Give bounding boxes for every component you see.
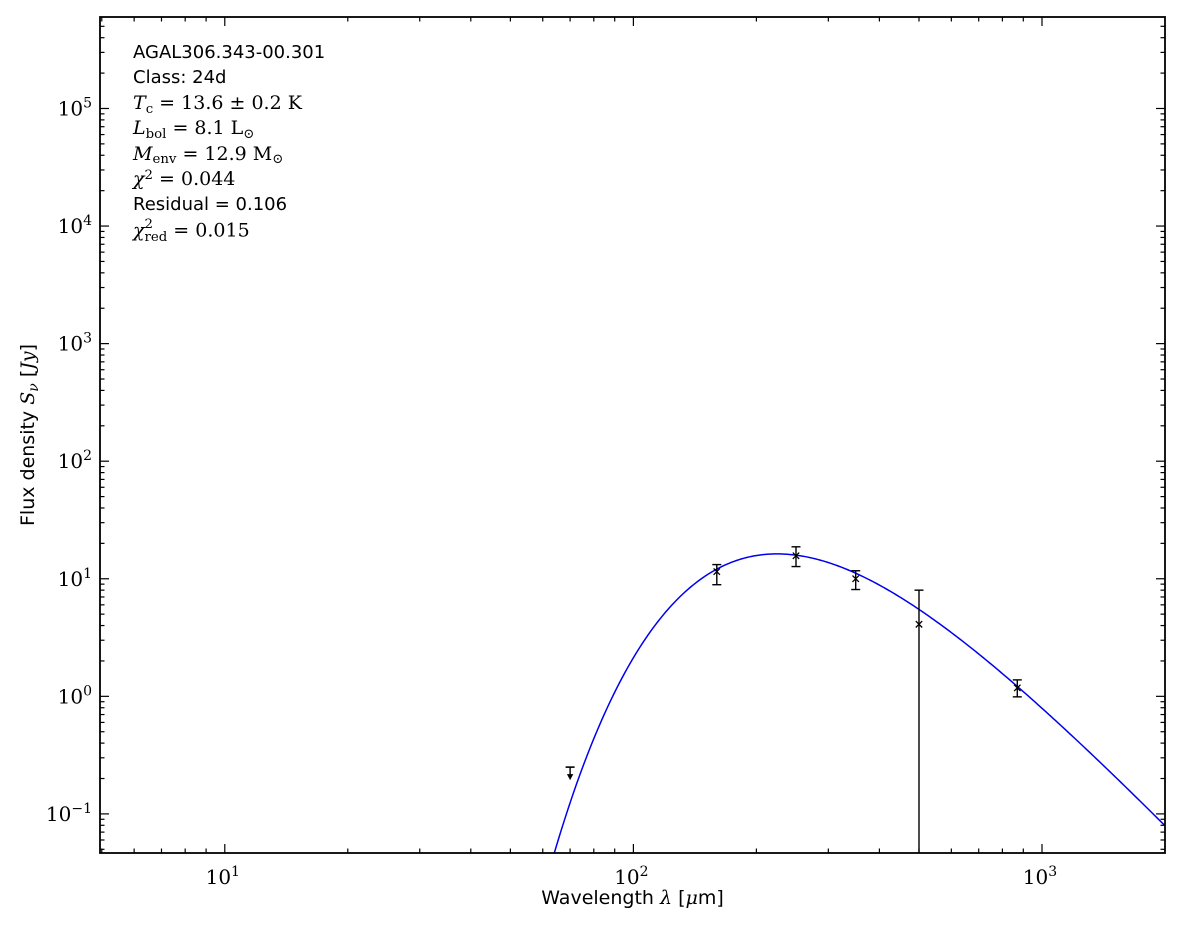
data-point-250um [791,546,801,568]
data-point-870um [1012,679,1022,698]
upper-limit-arrow-icon [566,774,574,781]
y-tick-label: 100 [58,683,92,708]
y-tick-label: 10−1 [46,801,92,826]
x-tick-label: 103 [1023,864,1057,889]
fit-curve [553,553,1165,853]
x-marker [1013,684,1021,692]
y-tick-label: 103 [58,331,92,356]
y-tick-label: 105 [58,95,92,120]
x-marker [792,552,800,560]
annotation-mass-line: Menv = 12.9 M⊙ [133,142,284,168]
x-tick-label: 101 [206,864,240,889]
annotation-chi2red-line: χ 2 red = 0.015 [133,216,250,246]
y-axis-label: Flux density Sν​ [Jy] [17,344,42,526]
x-axis-label: Wavelength λ [μm] [541,887,724,909]
fit-parameters-annotation: AGAL306.343-00.301 Class: 24d Tc = 13.6 ± … [133,40,326,246]
data-point-500um [914,589,924,853]
annotation-temperature-line: Tc = 13.6 ± 0.2 K [133,91,302,117]
data-point-70um [565,766,575,781]
annotation-residual-line: Residual = 0.106 [133,194,288,216]
plot-border [99,16,1166,854]
data-point-350um [851,570,861,591]
y-tick-label: 104 [58,213,92,238]
x-tick-label: 102 [614,864,648,889]
x-marker [713,567,721,576]
annotation-source-name: AGAL306.343-00.301 [133,42,326,63]
x-marker [852,575,860,583]
data-point-160um [712,563,722,586]
annotation-luminosity-line: Lbol = 8.1 L⊙ [133,117,255,142]
annotation-chi2-line: χ2 = 0.044 [133,167,236,190]
annotation-class-label: Class: 24d [133,67,227,89]
y-tick-label: 101 [58,566,92,591]
photometry-points [565,546,1022,853]
y-tick-label: 102 [58,448,92,473]
x-marker [915,620,923,628]
